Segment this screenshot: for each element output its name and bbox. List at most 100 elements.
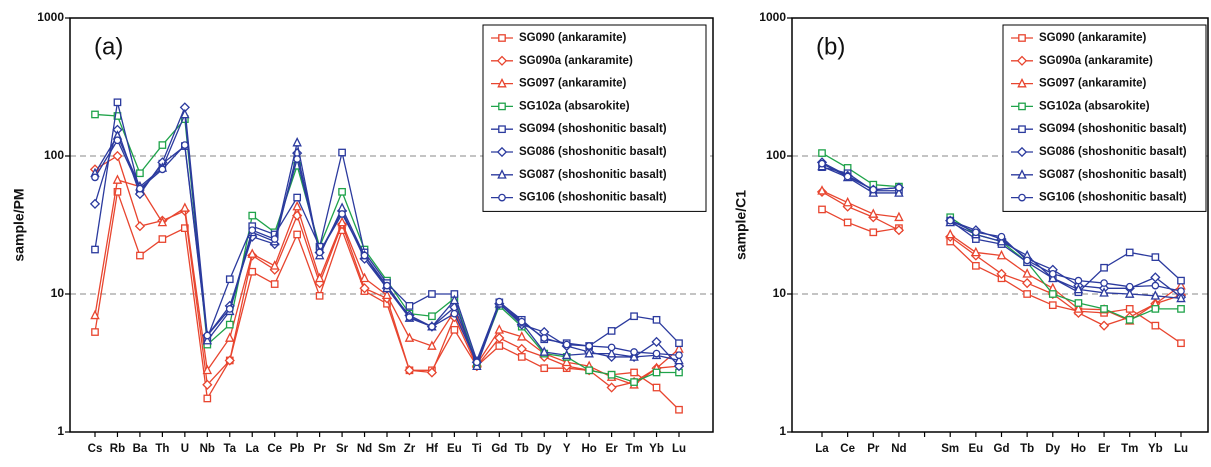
marker: [1018, 125, 1026, 134]
series-line: [949, 241, 1182, 344]
y-tick-label: 1: [57, 424, 64, 438]
marker: [1177, 305, 1185, 313]
marker: [972, 261, 980, 270]
x-tick-label: Pr: [314, 443, 327, 455]
marker: [158, 141, 167, 149]
marker: [675, 351, 683, 360]
x-tick-label: Ho: [1071, 443, 1086, 455]
marker: [495, 342, 504, 350]
series-line: [821, 208, 900, 233]
marker: [517, 353, 526, 361]
marker: [225, 332, 235, 342]
marker: [818, 159, 826, 168]
series-line: [949, 220, 1182, 292]
marker: [202, 364, 213, 375]
legend-label: SG094 (shoshonitic basalt): [519, 123, 667, 135]
marker: [517, 331, 527, 341]
marker: [338, 210, 346, 218]
marker: [180, 141, 189, 149]
marker: [630, 348, 638, 356]
marker: [1151, 281, 1160, 290]
x-tick-label: Sr: [336, 443, 349, 455]
x-tick-label: Eu: [447, 443, 462, 455]
marker: [338, 148, 346, 157]
marker: [203, 394, 212, 403]
marker: [1018, 102, 1026, 111]
y-tick-label: 100: [44, 148, 64, 162]
marker: [1125, 305, 1134, 313]
y-axis-title: sample/PM: [11, 188, 27, 261]
marker: [946, 216, 955, 225]
series-line: [821, 190, 900, 218]
marker: [270, 280, 279, 288]
legend-label: SG097 (ankaramite): [519, 78, 627, 90]
marker: [630, 378, 638, 386]
marker: [498, 193, 506, 202]
marker: [428, 322, 436, 331]
marker: [404, 332, 415, 342]
marker: [996, 235, 1007, 246]
marker: [180, 202, 190, 212]
panel: 1 10 100 1000 sample/PM (a) Cs Rb Ba Th U Nb Ta La Ce P…: [11, 10, 714, 455]
marker: [337, 216, 347, 227]
marker: [136, 169, 144, 178]
marker: [1073, 303, 1084, 313]
marker: [90, 309, 100, 320]
series-line: [821, 191, 900, 231]
marker: [472, 358, 481, 367]
marker: [360, 251, 369, 260]
marker: [292, 136, 302, 147]
marker: [516, 343, 527, 355]
legend-box: [482, 24, 707, 212]
marker: [1150, 290, 1161, 300]
marker: [225, 275, 234, 284]
marker: [652, 349, 661, 358]
marker: [1018, 34, 1026, 42]
marker: [498, 125, 506, 134]
y-tick-label: 1: [779, 424, 786, 438]
marker: [1017, 77, 1027, 88]
marker: [496, 146, 508, 158]
y-axis-title: sample/C1: [733, 190, 749, 260]
y-tick-label: 1000: [37, 10, 64, 24]
marker: [136, 251, 144, 260]
marker: [585, 366, 594, 375]
marker: [893, 225, 905, 236]
series-line: [821, 152, 899, 188]
x-tick-label: Er: [606, 443, 619, 455]
legend-label: SG097 (ankaramite): [1039, 78, 1147, 90]
marker: [894, 211, 904, 222]
marker: [561, 349, 572, 360]
marker: [562, 340, 571, 349]
marker: [997, 232, 1006, 241]
marker: [585, 342, 594, 350]
marker: [606, 347, 617, 358]
marker: [382, 289, 392, 300]
x-tick-label: Lu: [1174, 443, 1188, 455]
marker: [674, 354, 684, 365]
marker: [996, 249, 1007, 260]
marker: [1124, 288, 1135, 298]
legend-label: SG087 (shoshonitic basalt): [1039, 169, 1187, 181]
marker: [113, 136, 122, 145]
marker: [91, 110, 99, 119]
marker: [869, 185, 878, 194]
x-tick-label: Tb: [1020, 443, 1034, 455]
x-tick-label: Lu: [672, 443, 686, 455]
marker: [818, 205, 826, 214]
marker: [270, 235, 279, 243]
x-tick-label: Tm: [625, 443, 642, 455]
marker: [450, 325, 459, 334]
legend-label: SG090 (ankaramite): [1039, 32, 1147, 44]
legend-label: SG086 (shoshonitic basalt): [519, 146, 667, 158]
marker: [89, 198, 101, 209]
legend-label: SG087 (shoshonitic basalt): [519, 169, 667, 181]
marker: [134, 221, 146, 232]
marker: [868, 208, 879, 218]
marker: [315, 248, 324, 257]
marker: [1016, 55, 1028, 66]
marker: [675, 339, 683, 348]
marker: [630, 312, 638, 321]
x-tick-label: La: [815, 443, 829, 455]
